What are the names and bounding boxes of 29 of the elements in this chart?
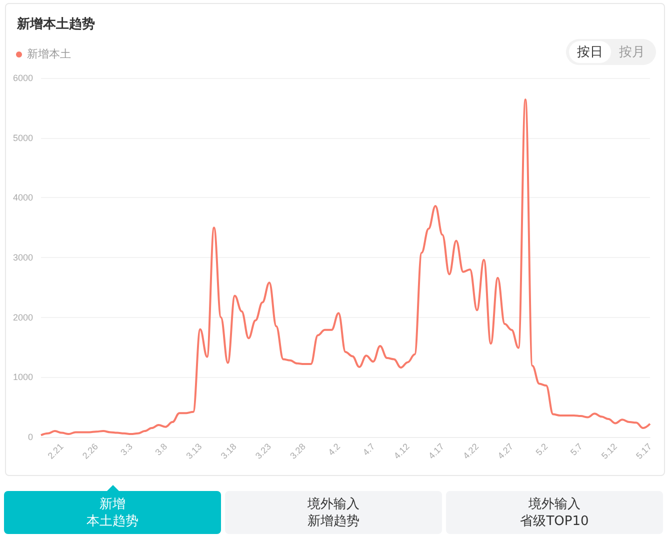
x-tick-label: 4.12 [392, 441, 412, 461]
y-tick-label: 3000 [12, 252, 33, 262]
x-tick-label: 3.13 [184, 441, 204, 461]
chart-title: 新增本土趋势 [16, 16, 95, 31]
y-tick-label: 1000 [12, 372, 33, 382]
text: 本土趋势 [86, 512, 138, 530]
x-tick-label: 3.28 [288, 441, 308, 461]
legend-label: 新增本土 [27, 48, 71, 60]
text: 境外输入 [528, 496, 582, 512]
text: 省级TOP10 [520, 512, 589, 530]
text: 新增趋势 [308, 512, 360, 530]
x-tick-label: 4.7 [360, 441, 377, 458]
x-tick-label: 5.2 [534, 441, 550, 458]
x-tick-label: 3.3 [118, 441, 134, 458]
x-tick-label: 5.7 [568, 441, 584, 458]
x-tick-label: 2.21 [46, 441, 66, 461]
x-tick-label: 4.22 [461, 441, 481, 461]
x-tick-label: 3.8 [153, 441, 170, 458]
line-series [40, 98, 651, 436]
x-tick-label: 4.2 [326, 441, 342, 458]
text: 按月 [618, 44, 646, 62]
text: 新增 [98, 496, 126, 512]
y-tick-label: 0 [28, 432, 33, 442]
y-tick-label: 2000 [12, 312, 33, 322]
y-tick-label: 4000 [12, 192, 33, 203]
y-tick-label: 6000 [12, 73, 33, 83]
text: 境外输入 [308, 496, 360, 512]
y-tick-label: 5000 [12, 132, 33, 143]
text: 按日 [569, 41, 611, 63]
